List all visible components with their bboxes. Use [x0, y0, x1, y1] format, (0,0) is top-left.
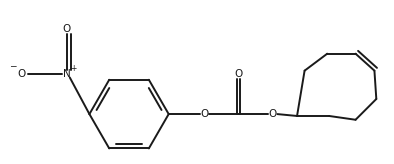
Text: O: O — [268, 109, 277, 119]
Text: O: O — [63, 24, 71, 34]
Text: O: O — [234, 69, 243, 79]
Text: −: − — [9, 62, 17, 71]
Text: +: + — [70, 63, 76, 72]
Text: O: O — [17, 69, 26, 79]
Text: N: N — [63, 69, 71, 79]
Text: O: O — [201, 109, 209, 119]
